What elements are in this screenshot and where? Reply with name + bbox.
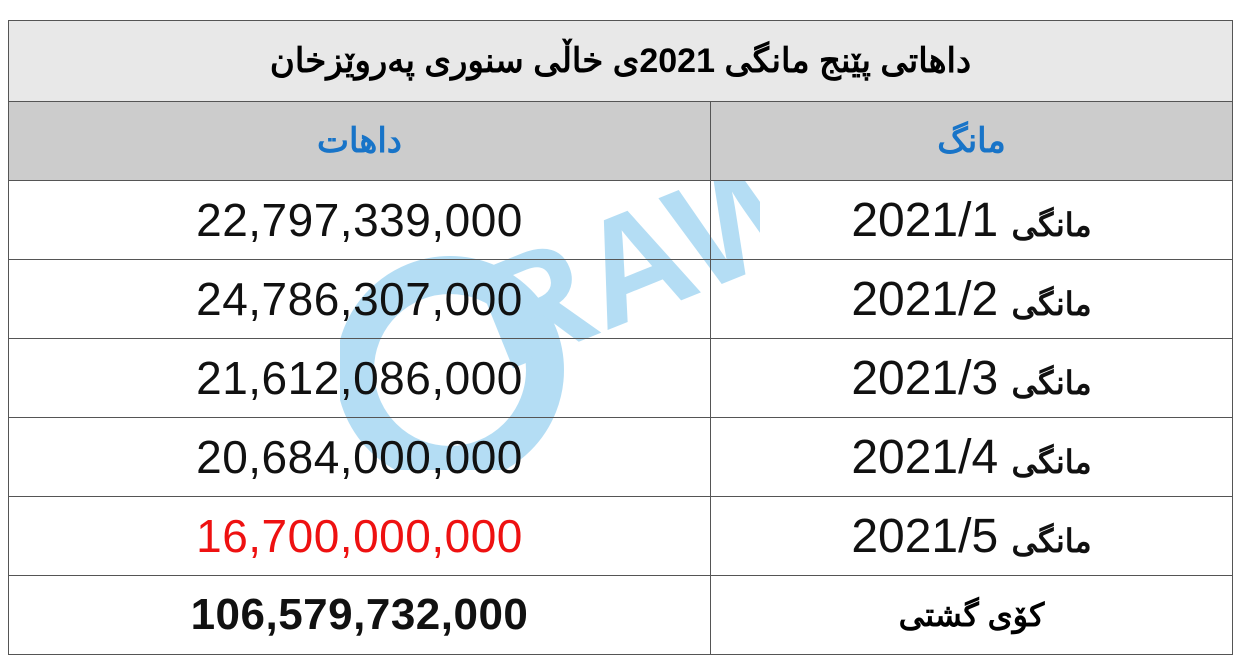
month-value: 2021/1 [851,193,999,247]
header-revenue: داهات [8,101,711,181]
month-value: 2021/2 [851,272,999,326]
table-title: داهاتی پێنج مانگی 2021ی خاڵی سنوری پەروێ… [8,20,1233,102]
total-row: 106,579,732,000 کۆی گشتی [8,575,1233,655]
month-label: مانگی [1011,522,1092,559]
table-row: 22,797,339,000 مانگی 2021/1 [8,180,1233,260]
month-value: 2021/5 [851,509,999,563]
revenue-table: داهاتی پێنج مانگی 2021ی خاڵی سنوری پەروێ… [8,20,1233,655]
month-value: 2021/4 [851,430,999,484]
month-cell: مانگی 2021/3 [710,338,1233,418]
month-cell: مانگی 2021/2 [710,259,1233,339]
revenue-cell: 21,612,086,000 [8,338,711,418]
month-cell: مانگی 2021/4 [710,417,1233,497]
revenue-cell: 20,684,000,000 [8,417,711,497]
table-row: 21,612,086,000 مانگی 2021/3 [8,338,1233,418]
month-cell: مانگی 2021/5 [710,496,1233,576]
month-label: مانگی [1011,206,1092,243]
table-row: 20,684,000,000 مانگی 2021/4 [8,417,1233,497]
month-label: مانگی [1011,285,1092,322]
month-value: 2021/3 [851,351,999,405]
month-label: مانگی [1011,364,1092,401]
table-row: 24,786,307,000 مانگی 2021/2 [8,259,1233,339]
revenue-cell-highlighted: 16,700,000,000 [8,496,711,576]
total-revenue: 106,579,732,000 [8,575,711,655]
revenue-cell: 24,786,307,000 [8,259,711,339]
header-month: مانگ [710,101,1233,181]
table-row: 16,700,000,000 مانگی 2021/5 [8,496,1233,576]
total-label: کۆی گشتی [710,575,1233,655]
month-cell: مانگی 2021/1 [710,180,1233,260]
month-label: مانگی [1011,443,1092,480]
revenue-cell: 22,797,339,000 [8,180,711,260]
